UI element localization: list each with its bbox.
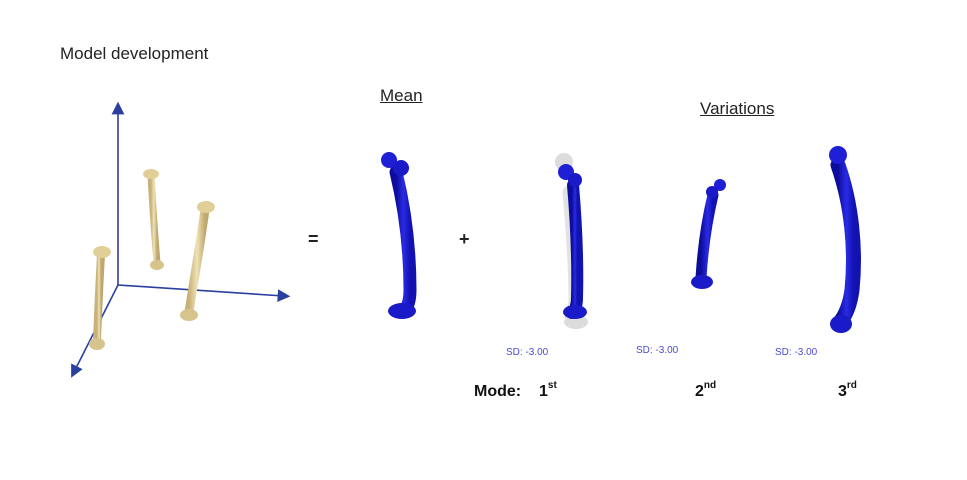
bone-sample-middle xyxy=(143,169,164,270)
sd-label-mode-1: SD: -3.00 xyxy=(506,347,549,358)
sd-label-mode-3: SD: -3.00 xyxy=(775,347,818,358)
variations-header: Variations xyxy=(700,99,775,118)
diagram-title: Model development xyxy=(60,44,209,63)
equals-sign: = xyxy=(308,229,319,249)
mode-3-label: 3rd xyxy=(838,379,857,400)
plus-sign: + xyxy=(459,229,470,249)
bone-sample-left xyxy=(89,246,111,350)
coordinate-axes xyxy=(71,101,291,378)
sd-label-mode-2: SD: -3.00 xyxy=(636,345,679,356)
mode-1-label: 1st xyxy=(539,379,557,400)
variation-mode-3 xyxy=(829,146,861,333)
mean-header: Mean xyxy=(380,86,423,105)
mode-2-label: 2nd xyxy=(695,379,717,400)
variation-mode-1 xyxy=(555,153,588,329)
mode-prefix-label: Mode: xyxy=(474,383,522,400)
bone-sample-right xyxy=(180,201,215,321)
mean-femur-model xyxy=(381,152,417,319)
axis-x xyxy=(117,284,291,302)
variation-mode-2 xyxy=(691,179,726,289)
